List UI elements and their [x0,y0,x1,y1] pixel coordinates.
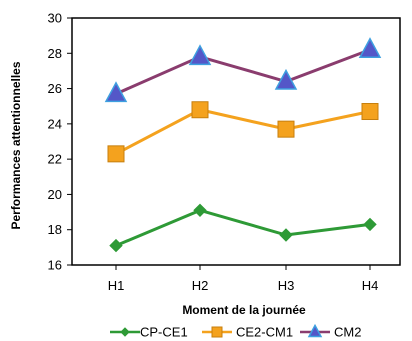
y-tick-label: 26 [48,81,62,96]
y-tick-label: 18 [48,222,62,237]
y-axis-title: Performances attentionnelles [9,61,23,229]
data-point [358,37,382,59]
data-point [274,68,298,90]
legend-label: CM2 [334,325,361,340]
data-point [277,120,295,138]
y-tick-label: 28 [48,46,62,61]
data-point [363,217,377,232]
x-tick-label: H1 [108,278,125,293]
y-tick-label: 16 [48,258,62,273]
y-tick-label: 24 [48,116,62,131]
series-line [115,48,371,96]
data-point [193,203,207,218]
series-line [115,108,371,156]
data-point [107,145,125,163]
data-point [279,228,293,242]
data-point [104,81,128,103]
plot-area-frame [71,17,401,266]
legend-item: CE2-CM1 [202,325,293,340]
x-tick-label: H4 [362,278,379,293]
legend-swatch-marker [211,326,223,338]
legend-item: CM2 [300,323,361,340]
series-cm2 [104,37,382,103]
x-tick-label: H2 [192,278,209,293]
y-tick-label: 20 [48,187,62,202]
legend-swatch-marker [307,323,323,338]
legend-item: CP-CE1 [110,325,188,340]
data-point [188,44,212,66]
y-tick-label: 22 [48,152,62,167]
series-ce2-cm1 [107,101,379,163]
y-tick-label: 30 [48,11,62,26]
legend-label: CE2-CM1 [236,325,293,340]
legend-swatch-marker [120,327,130,337]
series-line [115,208,371,247]
data-point [191,101,209,119]
x-axis-title: Moment de la journée [182,303,306,317]
legend: CP-CE1 CE2-CM1 CM2 [110,323,361,340]
data-point [361,103,379,121]
x-tick-label: H3 [278,278,295,293]
series-cp-ce1 [109,203,377,253]
data-point [109,238,123,253]
legend-label: CP-CE1 [140,325,188,340]
